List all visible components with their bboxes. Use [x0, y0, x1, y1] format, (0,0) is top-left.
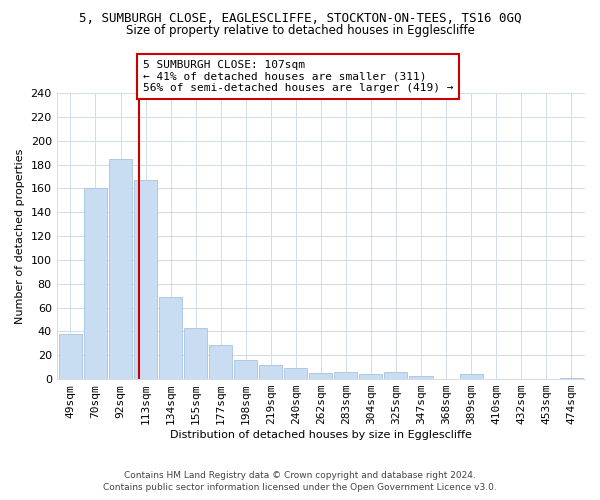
Y-axis label: Number of detached properties: Number of detached properties: [15, 148, 25, 324]
Text: Size of property relative to detached houses in Egglescliffe: Size of property relative to detached ho…: [125, 24, 475, 37]
Bar: [59, 334, 82, 379]
Bar: [184, 328, 207, 379]
Bar: [284, 368, 307, 379]
Bar: [359, 374, 382, 379]
Text: 5, SUMBURGH CLOSE, EAGLESCLIFFE, STOCKTON-ON-TEES, TS16 0GQ: 5, SUMBURGH CLOSE, EAGLESCLIFFE, STOCKTO…: [79, 12, 521, 26]
Bar: [310, 373, 332, 379]
Bar: [159, 297, 182, 379]
Bar: [385, 372, 407, 379]
Bar: [460, 374, 482, 379]
Text: 5 SUMBURGH CLOSE: 107sqm
← 41% of detached houses are smaller (311)
56% of semi-: 5 SUMBURGH CLOSE: 107sqm ← 41% of detach…: [143, 60, 454, 93]
Bar: [134, 180, 157, 379]
Bar: [409, 376, 433, 379]
Bar: [334, 372, 358, 379]
Bar: [209, 344, 232, 379]
Bar: [259, 365, 282, 379]
X-axis label: Distribution of detached houses by size in Egglescliffe: Distribution of detached houses by size …: [170, 430, 472, 440]
Bar: [560, 378, 583, 379]
Bar: [109, 158, 132, 379]
Bar: [84, 188, 107, 379]
Bar: [234, 360, 257, 379]
Text: Contains HM Land Registry data © Crown copyright and database right 2024.
Contai: Contains HM Land Registry data © Crown c…: [103, 471, 497, 492]
